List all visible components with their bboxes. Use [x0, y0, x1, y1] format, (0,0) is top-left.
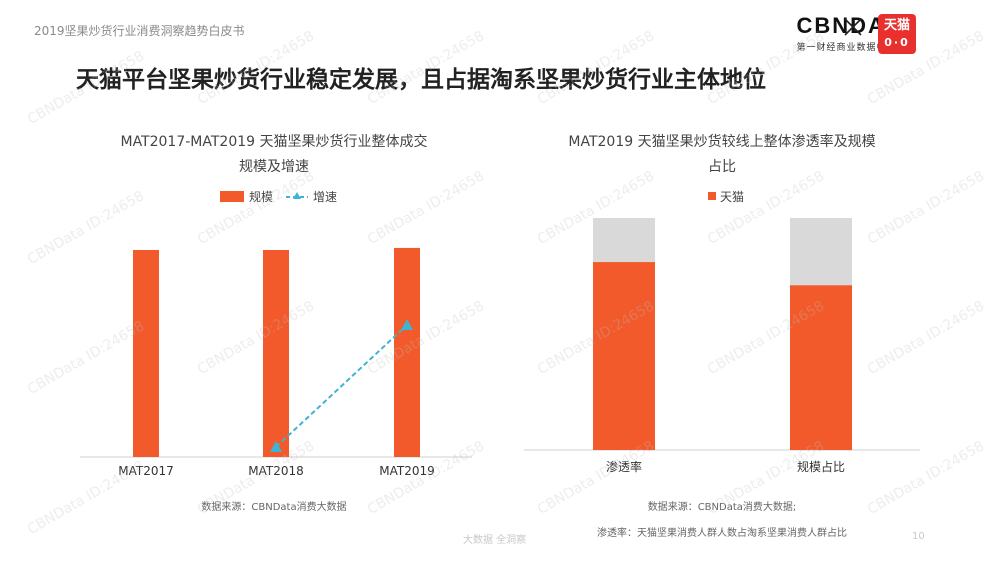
chart1-growth-point: [270, 441, 282, 452]
chart2-legend-swatch: [708, 192, 716, 200]
tmall-logo-mark: 0·0: [884, 36, 910, 49]
page-number: 10: [912, 531, 925, 542]
chart2-title: 占比: [708, 159, 736, 175]
chart2-title: MAT2019 天猫坚果炒货较线上整体渗透率及规模: [568, 133, 875, 150]
chart1-bar-MAT2018: [263, 250, 289, 457]
chart1-growth-point: [401, 319, 413, 330]
chart1-title: 规模及增速: [239, 159, 309, 175]
chart1-title: MAT2017-MAT2019 天猫坚果炒货行业整体成交: [120, 133, 427, 150]
chart1-growth-line: [275, 324, 408, 448]
chart1-source: 数据来源：CBNData消费大数据: [201, 500, 346, 513]
chart2-x-tick: 规模占比: [797, 459, 845, 474]
chart1-x-tick: MAT2018: [248, 464, 304, 478]
chart1-legend-bar-swatch: [220, 191, 244, 202]
page-title: 天猫平台坚果炒货行业稳定发展，且占据淘系坚果炒货行业主体地位: [76, 67, 766, 93]
tmall-logo-text: 天猫: [883, 18, 910, 33]
chart2-bar-规模占比: [790, 285, 852, 450]
report-subtitle: 2019坚果炒货行业消费洞察趋势白皮书: [34, 24, 245, 38]
chart2-source: 数据来源：CBNData消费大数据;: [648, 500, 797, 513]
chart2-x-tick: 渗透率: [606, 459, 642, 474]
logo-subtext: 第一财经商业数据中心: [796, 43, 897, 53]
chart1-legend-line-label: 增速: [313, 190, 337, 204]
chart1-x-tick: MAT2019: [379, 464, 435, 478]
chart2-bar-渗透率: [593, 262, 655, 450]
footer-slogan: 大数据 全洞察: [463, 535, 527, 546]
tmall-logo: 天猫 0·0: [878, 14, 916, 54]
chart2-legend-label: 天猫: [720, 190, 744, 204]
chart1-bar-MAT2017: [133, 250, 159, 457]
times-icon: [844, 18, 862, 36]
chart1-legend-bar-label: 规模: [249, 189, 273, 204]
chart2-note: 渗透率：天猫坚果消费人群人数占淘系坚果消费人群占比: [597, 526, 847, 539]
chart1-x-tick: MAT2017: [118, 464, 174, 478]
chart1-bar-MAT2019: [394, 247, 420, 457]
chart1-legend-line-marker: [293, 192, 301, 199]
